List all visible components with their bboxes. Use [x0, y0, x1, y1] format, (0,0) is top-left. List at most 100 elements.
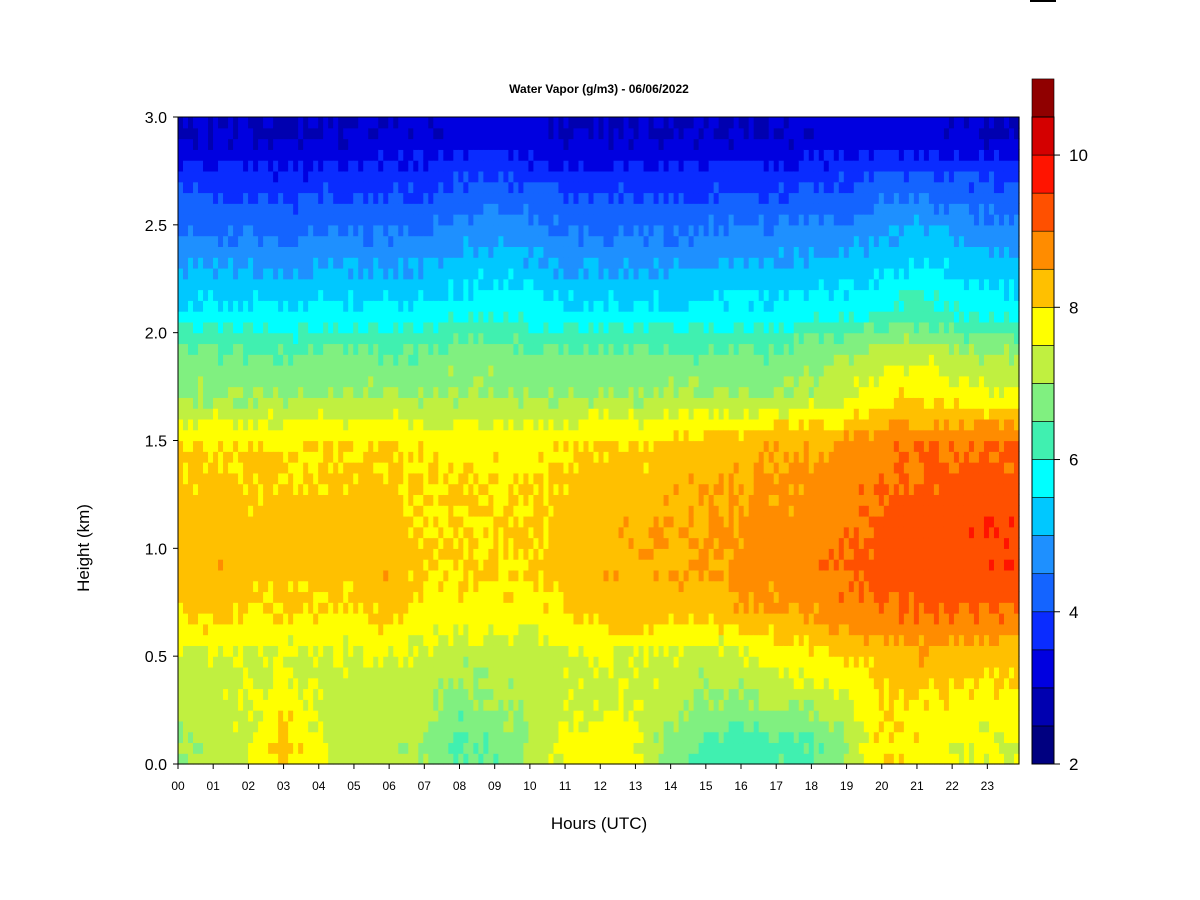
heatmap-cell	[413, 688, 419, 700]
heatmap-cell	[233, 440, 239, 452]
heatmap-cell	[233, 559, 239, 571]
heatmap-cell	[408, 300, 414, 312]
heatmap-cell	[188, 462, 194, 474]
heatmap-cell	[218, 160, 224, 172]
heatmap-cell	[568, 753, 575, 765]
heatmap-cell	[368, 483, 374, 496]
heatmap-cell	[468, 397, 474, 409]
heatmap-cell	[553, 753, 560, 765]
heatmap-cell	[323, 397, 329, 409]
heatmap-cell	[428, 429, 434, 442]
heatmap-cell	[563, 515, 570, 528]
heatmap-cell	[283, 483, 289, 496]
heatmap-cell	[213, 321, 219, 334]
heatmap-cell	[293, 537, 299, 549]
heatmap-cell	[353, 537, 359, 549]
heatmap-cell	[403, 418, 409, 431]
heatmap-cell	[448, 138, 454, 150]
heatmap-cell	[378, 397, 384, 409]
heatmap-cell	[488, 354, 494, 366]
heatmap-cell	[278, 526, 284, 539]
heatmap-cell	[288, 526, 294, 539]
heatmap-cell	[523, 235, 530, 247]
heatmap-cell	[233, 591, 239, 603]
heatmap-cell	[358, 602, 364, 614]
heatmap-cell	[458, 623, 464, 636]
heatmap-cell	[293, 548, 299, 560]
heatmap-cell	[458, 462, 464, 474]
heatmap-cell	[288, 127, 294, 140]
heatmap-cell	[478, 192, 484, 204]
heatmap-cell	[343, 429, 349, 442]
heatmap-cell	[433, 720, 439, 733]
heatmap-cell	[453, 483, 459, 496]
heatmap-cell	[293, 246, 299, 258]
heatmap-cell	[373, 613, 379, 625]
heatmap-cell	[448, 203, 454, 215]
heatmap-cell	[283, 429, 289, 442]
heatmap-cell	[313, 311, 319, 323]
heatmap-cell	[493, 138, 499, 150]
heatmap-cell	[323, 246, 329, 258]
heatmap-cell	[508, 623, 514, 636]
heatmap-cell	[208, 192, 214, 204]
heatmap-cell	[383, 332, 389, 345]
heatmap-cell	[338, 192, 344, 204]
heatmap-cell	[463, 408, 469, 420]
heatmap-cell	[528, 526, 535, 539]
heatmap-cell	[513, 386, 520, 398]
heatmap-cell	[383, 656, 389, 668]
heatmap-cell	[348, 235, 354, 247]
heatmap-cell	[378, 181, 384, 194]
heatmap-cell	[533, 634, 540, 646]
heatmap-cell	[443, 623, 449, 636]
heatmap-cell	[238, 181, 244, 194]
heatmap-cell	[493, 117, 499, 129]
heatmap-cell	[258, 623, 264, 636]
heatmap-cell	[413, 656, 419, 668]
heatmap-cell	[593, 753, 600, 765]
heatmap-cell	[288, 170, 294, 183]
heatmap-cell	[258, 548, 264, 560]
heatmap-cell	[188, 515, 194, 528]
heatmap-cell	[383, 742, 389, 754]
heatmap-cell	[373, 537, 379, 549]
heatmap-cell	[278, 720, 284, 733]
heatmap-cell	[498, 753, 504, 765]
heatmap-cell	[433, 526, 439, 539]
heatmap-cell	[388, 462, 394, 474]
heatmap-cell	[388, 623, 394, 636]
heatmap-cell	[288, 397, 294, 409]
heatmap-cell	[523, 515, 530, 528]
heatmap-cell	[528, 267, 535, 280]
heatmap-cell	[418, 278, 424, 291]
heatmap-cell	[528, 224, 535, 237]
heatmap-cell	[533, 170, 540, 183]
heatmap-cell	[478, 440, 484, 452]
heatmap-cell	[438, 731, 444, 744]
heatmap-cell	[523, 321, 530, 334]
heatmap-cell	[463, 257, 469, 269]
heatmap-cell	[538, 451, 545, 463]
heatmap-cell	[533, 386, 540, 398]
heatmap-cell	[368, 138, 374, 150]
heatmap-cell	[358, 451, 364, 463]
heatmap-cell	[478, 354, 484, 366]
heatmap-cell	[583, 246, 590, 258]
heatmap-cell	[498, 354, 504, 366]
heatmap-cell	[288, 117, 294, 129]
heatmap-cell	[398, 526, 404, 539]
heatmap-cell	[583, 311, 590, 323]
heatmap-cell	[283, 634, 289, 646]
heatmap-cell	[388, 181, 394, 194]
heatmap-cell	[393, 483, 399, 496]
heatmap-cell	[263, 494, 269, 506]
heatmap-cell	[503, 569, 509, 582]
heatmap-cell	[418, 580, 424, 593]
heatmap-cell	[273, 483, 279, 496]
heatmap-cell	[208, 289, 214, 301]
heatmap-cell	[433, 408, 439, 420]
heatmap-cell	[443, 127, 449, 140]
heatmap-cell	[388, 289, 394, 301]
heatmap-cell	[188, 613, 194, 625]
